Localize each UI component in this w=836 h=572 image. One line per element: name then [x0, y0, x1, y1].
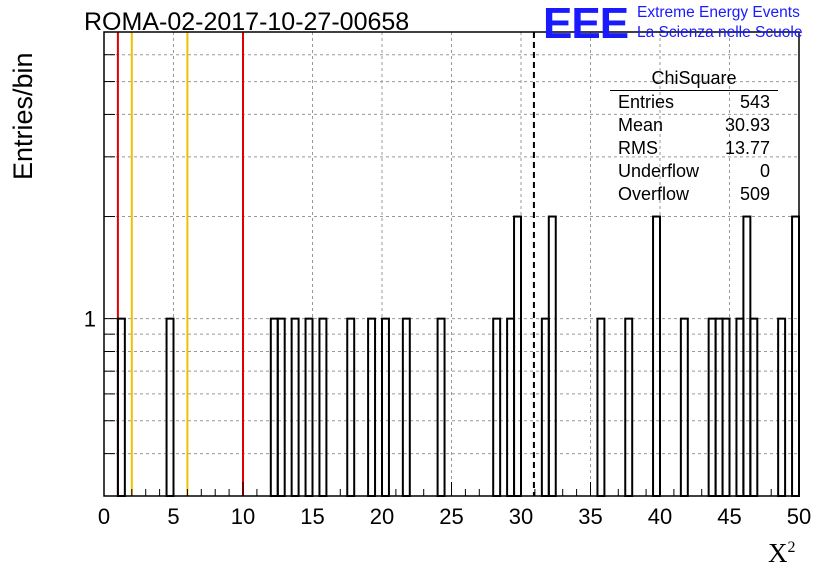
histogram-bin [381, 317, 390, 497]
stats-row-rms: RMS 13.77 [610, 137, 778, 160]
histogram-bin [318, 317, 328, 497]
histogram-bin [735, 317, 745, 497]
stats-key: Entries [618, 92, 675, 112]
histogram-bin [506, 317, 516, 497]
stats-title: ChiSquare [610, 66, 778, 91]
stats-key: Overflow [618, 184, 690, 204]
histogram-bin [165, 317, 175, 497]
histogram-bin [714, 317, 724, 497]
histogram-bin [721, 317, 731, 497]
stats-key: Underflow [618, 161, 700, 181]
histogram-bin [346, 317, 356, 497]
x-tick-label: 5 [167, 504, 179, 529]
x-tick-label: 15 [300, 504, 324, 529]
x-tick-label: 10 [231, 504, 255, 529]
histogram-bin [269, 317, 279, 497]
histogram-bin [116, 317, 126, 497]
histogram-bin [540, 317, 550, 497]
y-tick-label: 1 [84, 307, 96, 332]
histogram-bin [276, 317, 286, 497]
x-axis-label: X2 [768, 538, 796, 569]
stats-row-overflow: Overflow 509 [610, 183, 778, 206]
stats-key: RMS [618, 138, 658, 158]
eee-logo: EEE [543, 0, 629, 48]
histogram-bin [777, 317, 787, 497]
x-tick-label: 35 [578, 504, 602, 529]
stats-box: ChiSquare Entries 543 Mean 30.93 RMS 13.… [610, 66, 778, 206]
histogram-bin [707, 317, 717, 497]
histogram-bin [492, 317, 502, 497]
histogram-bin [749, 317, 759, 497]
x-tick-label: 50 [787, 504, 811, 529]
stats-row-mean: Mean 30.93 [610, 114, 778, 137]
y-axis-label: Entries/bin [8, 52, 38, 180]
stats-value: 0 [759, 161, 770, 181]
logo-line-2: La Scienza nelle Scuole [637, 24, 803, 41]
x-tick-label: 30 [509, 504, 533, 529]
x-axis-label-exponent: 2 [787, 539, 796, 556]
histogram-bin [436, 317, 446, 497]
stats-value: 13.77 [724, 138, 770, 158]
histogram-bin [367, 317, 377, 497]
histogram-bin [304, 317, 314, 497]
histogram-bin [596, 317, 606, 497]
stats-row-entries: Entries 543 [610, 91, 778, 114]
x-tick-label: 0 [98, 504, 110, 529]
histogram-bin [679, 317, 689, 497]
histogram-bin [290, 317, 300, 497]
x-tick-label: 45 [717, 504, 741, 529]
logo-line-1: Extreme Energy Events [637, 4, 800, 21]
plot-title: ROMA-02-2017-10-27-00658 [84, 8, 410, 36]
stats-value: 509 [739, 184, 770, 204]
x-tick-label: 40 [648, 504, 672, 529]
stats-value: 30.93 [724, 115, 770, 135]
reference-lines [116, 32, 535, 496]
stats-key: Mean [618, 115, 664, 135]
x-tick-label: 25 [439, 504, 463, 529]
x-tick-label: 20 [370, 504, 394, 529]
histogram-bin [401, 317, 411, 497]
axis-ticks: 0 5 10 15 20 25 30 35 40 45 50 1 [84, 31, 811, 529]
stats-row-underflow: Underflow 0 [610, 160, 778, 183]
x-axis-label-symbol: X [768, 538, 788, 568]
histogram-bin [624, 317, 634, 497]
stats-value: 543 [739, 92, 770, 112]
